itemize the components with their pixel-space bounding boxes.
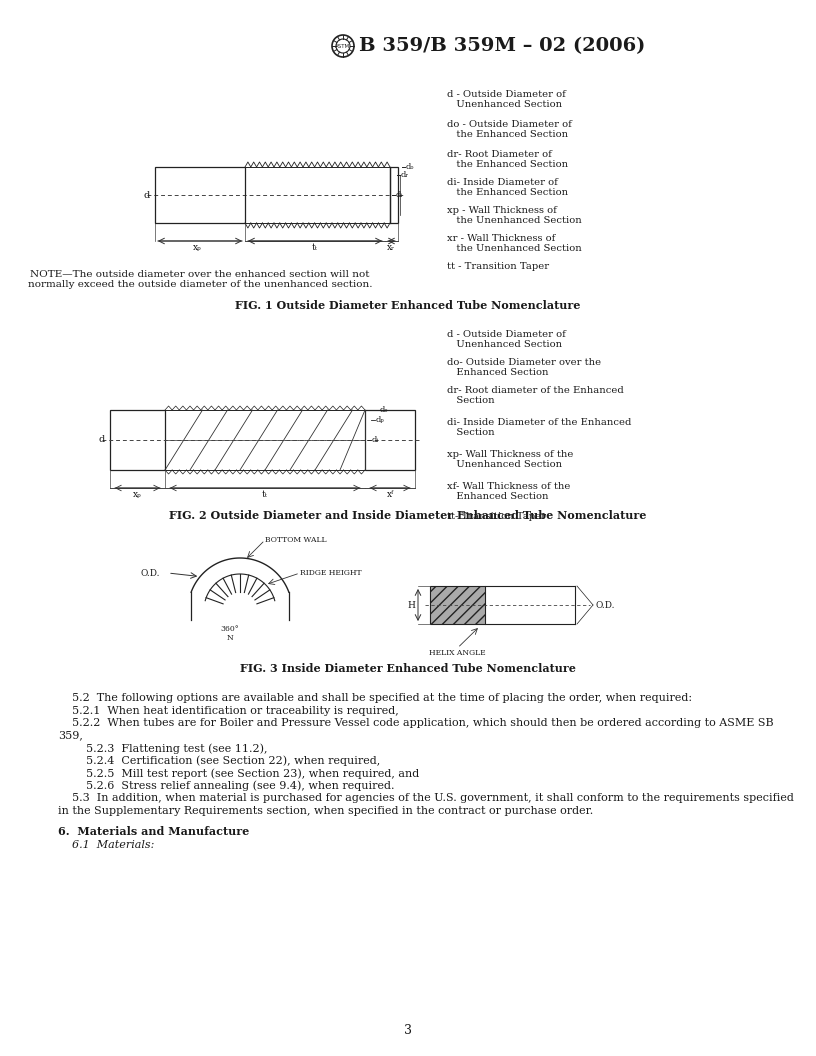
Text: dₒ: dₒ — [380, 406, 388, 414]
Text: xᵣ: xᵣ — [388, 243, 396, 252]
Text: d: d — [99, 435, 105, 445]
Text: RIDGE HEIGHT: RIDGE HEIGHT — [300, 569, 361, 577]
Text: do - Outside Diameter of
   the Enhanced Section: do - Outside Diameter of the Enhanced Se… — [447, 120, 572, 139]
Text: xₚ: xₚ — [133, 490, 142, 499]
Text: H: H — [407, 601, 415, 609]
Text: FIG. 1 Outside Diameter Enhanced Tube Nomenclature: FIG. 1 Outside Diameter Enhanced Tube No… — [235, 300, 581, 312]
Text: dₚ: dₚ — [376, 416, 385, 425]
Bar — [110, 410, 165, 470]
Text: dᵢ: dᵢ — [396, 191, 403, 199]
Text: d - Outside Diameter of
   Unenhanced Section: d - Outside Diameter of Unenhanced Secti… — [447, 329, 565, 350]
Text: d: d — [144, 190, 150, 200]
Text: xp - Wall Thickness of
   the Unenhanced Section: xp - Wall Thickness of the Unenhanced Se… — [447, 206, 582, 225]
Text: BOTTOM WALL: BOTTOM WALL — [265, 536, 326, 544]
Bar — [430, 586, 485, 624]
Text: dr- Root Diameter of
   the Enhanced Section: dr- Root Diameter of the Enhanced Sectio… — [447, 150, 568, 169]
Bar — [390, 167, 398, 223]
Text: 6.1  Materials:: 6.1 Materials: — [58, 841, 154, 850]
Text: ASTM: ASTM — [335, 43, 351, 49]
Text: in the Supplementary Requirements section, when specified in the contract or pur: in the Supplementary Requirements sectio… — [58, 806, 593, 815]
Bar — [365, 410, 415, 470]
Text: O.D.: O.D. — [595, 601, 614, 609]
Text: FIG. 3 Inside Diameter Enhanced Tube Nomenclature: FIG. 3 Inside Diameter Enhanced Tube Nom… — [240, 663, 576, 674]
Text: B 359/B 359M – 02 (2006): B 359/B 359M – 02 (2006) — [359, 37, 645, 55]
Text: 5.2.5  Mill test report (see Section 23), when required, and: 5.2.5 Mill test report (see Section 23),… — [58, 768, 419, 778]
Text: tt - Transition Taper: tt - Transition Taper — [447, 262, 549, 271]
Text: 5.2.4  Certification (see Section 22), when required,: 5.2.4 Certification (see Section 22), wh… — [58, 755, 380, 766]
Text: dₒ: dₒ — [406, 163, 415, 171]
Text: d - Outside Diameter of
   Unenhanced Section: d - Outside Diameter of Unenhanced Secti… — [447, 90, 565, 110]
Text: FIG. 2 Outside Diameter and Inside Diameter Enhanced Tube Nomenclature: FIG. 2 Outside Diameter and Inside Diame… — [169, 510, 647, 521]
Text: xf- Wall Thickness of the
   Enhanced Section: xf- Wall Thickness of the Enhanced Secti… — [447, 482, 570, 502]
Text: 5.2.3  Flattening test (see 11.2),: 5.2.3 Flattening test (see 11.2), — [58, 743, 268, 754]
Text: dᵢ: dᵢ — [372, 436, 379, 444]
Text: do- Outside Diameter over the
   Enhanced Section: do- Outside Diameter over the Enhanced S… — [447, 358, 601, 377]
Text: tₜ: tₜ — [312, 243, 318, 252]
Text: dᵣ: dᵣ — [401, 171, 410, 180]
Text: 5.2.1  When heat identification or traceability is required,: 5.2.1 When heat identification or tracea… — [58, 705, 399, 716]
Text: 5.2.2  When tubes are for Boiler and Pressure Vessel code application, which sho: 5.2.2 When tubes are for Boiler and Pres… — [58, 718, 774, 728]
Text: xᶠ: xᶠ — [387, 490, 393, 499]
Text: O.D.: O.D. — [140, 568, 160, 578]
Text: tt- Transition Taper: tt- Transition Taper — [447, 512, 546, 521]
Text: 3: 3 — [404, 1023, 412, 1037]
Text: dr- Root diameter of the Enhanced
   Section: dr- Root diameter of the Enhanced Sectio… — [447, 386, 623, 406]
Text: xr - Wall Thickness of
   the Unenhanced Section: xr - Wall Thickness of the Unenhanced Se… — [447, 234, 582, 253]
Text: 6.  Materials and Manufacture: 6. Materials and Manufacture — [58, 826, 249, 837]
Text: di- Inside Diameter of the Enhanced
   Section: di- Inside Diameter of the Enhanced Sect… — [447, 418, 632, 437]
Text: 359,: 359, — [58, 731, 83, 740]
Text: 5.3  In addition, when material is purchased for agencies of the U.S. government: 5.3 In addition, when material is purcha… — [58, 793, 794, 803]
Text: NOTE—The outside diameter over the enhanced section will not
normally exceed the: NOTE—The outside diameter over the enhan… — [28, 270, 372, 289]
Bar — [155, 167, 245, 223]
Text: HELIX ANGLE: HELIX ANGLE — [429, 649, 486, 657]
Text: xp- Wall Thickness of the
   Unenhanced Section: xp- Wall Thickness of the Unenhanced Sec… — [447, 450, 574, 470]
Text: 360°
N: 360° N — [220, 625, 239, 642]
Text: di- Inside Diameter of
   the Enhanced Section: di- Inside Diameter of the Enhanced Sect… — [447, 178, 568, 197]
Text: 5.2  The following options are available and shall be specified at the time of p: 5.2 The following options are available … — [58, 693, 692, 703]
Text: tₜ: tₜ — [262, 490, 268, 499]
Text: 5.2.6  Stress relief annealing (see 9.4), when required.: 5.2.6 Stress relief annealing (see 9.4),… — [58, 780, 394, 791]
Text: xₚ: xₚ — [193, 243, 202, 252]
